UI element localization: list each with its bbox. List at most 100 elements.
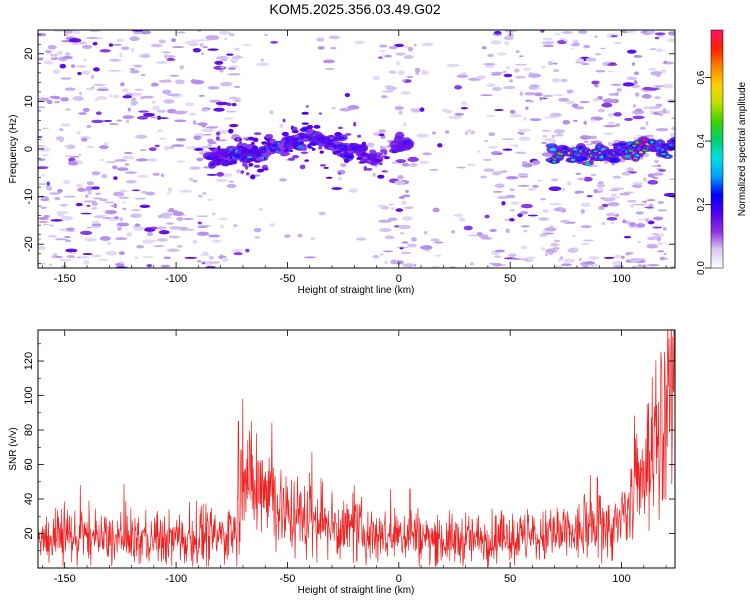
spectrogram-speckle — [184, 228, 194, 231]
spectrogram-speckle — [174, 110, 187, 115]
tone-scatter — [261, 152, 269, 158]
tone-scatter — [325, 176, 333, 179]
spectrogram-speckle — [94, 98, 99, 101]
spectrogram-speckle — [653, 85, 665, 88]
tone-scatter — [337, 126, 343, 130]
spectrogram-speckle — [120, 46, 130, 51]
spectrogram-speckle — [231, 56, 244, 59]
spectrogram-speckle — [372, 76, 381, 81]
spectrogram-speckle — [149, 226, 158, 230]
tone-scatter — [253, 132, 262, 136]
spectrogram-speckle — [90, 74, 95, 80]
tone-halo — [395, 131, 405, 140]
spectrogram-x-label: Height of straight line (km) — [298, 285, 415, 296]
spectrogram-speckle — [671, 196, 675, 199]
spectrogram-speckle — [154, 144, 160, 148]
spectrogram-speckle — [142, 112, 155, 117]
spectrogram-speckle — [540, 198, 547, 201]
spectrogram-speckle — [379, 44, 388, 48]
spectrogram-speckle — [491, 151, 502, 155]
spectrogram-speckle — [460, 107, 468, 110]
spectrogram-speckle — [61, 264, 68, 268]
spectrogram-speckle — [63, 195, 77, 198]
spectrogram-speckle — [542, 44, 555, 48]
spectrogram-speckle — [610, 221, 615, 225]
tone-scatter — [381, 170, 388, 173]
spectrogram-speckle — [430, 265, 440, 268]
tone-scatter — [248, 162, 254, 167]
spectrogram-speckle — [229, 58, 239, 62]
spectrogram-speckle — [448, 115, 462, 120]
spectrogram-speckle — [655, 127, 669, 132]
spectrogram-speckle — [152, 105, 161, 111]
tone-scatter — [300, 151, 309, 155]
colorbar-label: Normalized spectral amplitude — [737, 81, 748, 216]
spectrogram-speckle — [116, 222, 130, 227]
spectrogram-speckle — [573, 119, 578, 122]
spectrogram-speckle — [129, 69, 140, 74]
spectrogram-speckle — [613, 112, 622, 117]
spectrogram-speckle — [87, 190, 92, 195]
spectrogram-speckle — [160, 216, 173, 219]
snr-x-tick-label: -100 — [165, 573, 187, 585]
spectrogram-speckle — [388, 45, 398, 50]
spectrogram-speckle — [157, 128, 163, 132]
spectrogram-speckle — [647, 220, 655, 225]
tone-scatter — [246, 149, 254, 153]
spectrogram-speckle — [590, 174, 597, 176]
spectrogram-speckle — [211, 239, 222, 243]
spectrogram-speckle — [142, 256, 154, 258]
spectrogram-speckle — [510, 114, 523, 118]
spectrogram-speckle — [97, 37, 103, 40]
spectrogram-speckle — [643, 32, 652, 36]
snr-x-tick-label: -150 — [54, 573, 76, 585]
spectrogram-speckle — [397, 70, 406, 75]
tone-scatter — [208, 147, 217, 150]
spectrogram-speckle — [648, 67, 657, 71]
spectrogram-speckle — [663, 252, 667, 256]
spectrogram-speckle — [514, 151, 527, 155]
spectrogram-speckle — [372, 254, 380, 259]
spectrogram-speckle — [219, 30, 232, 36]
spectrogram-speckle — [208, 35, 220, 41]
spectrogram-speckle — [378, 129, 387, 133]
spectrogram-speckle — [490, 71, 504, 74]
spectrogram-speckle — [135, 223, 141, 227]
snr-x-tick-label: -50 — [280, 573, 296, 585]
spectrogram-speckle — [109, 94, 113, 98]
spectrogram-speckle — [65, 108, 71, 111]
spectrogram-speckle — [82, 58, 87, 61]
spectrogram-speckle — [520, 203, 533, 209]
spectrogram-speckle — [635, 108, 643, 112]
spectrogram-speckle — [148, 158, 158, 162]
spectrogram-speckle — [598, 205, 605, 210]
tone-scatter — [228, 128, 234, 134]
spectrogram-speckle — [384, 85, 394, 88]
spectrogram-speckle — [175, 138, 187, 142]
spectrogram-speckle — [610, 83, 622, 87]
spectrogram-speckle — [509, 218, 515, 222]
spectrogram-speckle — [513, 68, 520, 73]
tone-peak — [584, 161, 591, 166]
spectrogram-speckle — [567, 181, 572, 186]
spectrogram-speckle — [525, 106, 529, 110]
spectrogram-speckle — [171, 144, 185, 147]
spectrogram-speckle — [91, 186, 100, 190]
spectrogram-speckle — [400, 91, 412, 95]
spectrogram-speckle — [131, 189, 141, 192]
spectrogram-speckle — [622, 82, 635, 87]
spectrogram-speckle — [45, 49, 52, 54]
spectrogram-speckle — [372, 172, 376, 177]
spectrogram-speckle — [135, 158, 149, 162]
spectrogram-speckle — [501, 138, 515, 140]
spectrogram-speckle — [64, 52, 71, 56]
spectrogram-speckle — [432, 207, 440, 213]
tone-scatter — [270, 148, 274, 152]
spectrogram-speckle — [218, 217, 228, 221]
spectrogram-speckle — [92, 197, 102, 200]
spectrogram-speckle — [130, 209, 141, 212]
spectrogram-speckle — [158, 80, 165, 83]
spectrogram-speckle — [214, 60, 224, 65]
spectrogram-speckle — [141, 95, 155, 99]
spectrogram-speckle — [65, 144, 76, 149]
